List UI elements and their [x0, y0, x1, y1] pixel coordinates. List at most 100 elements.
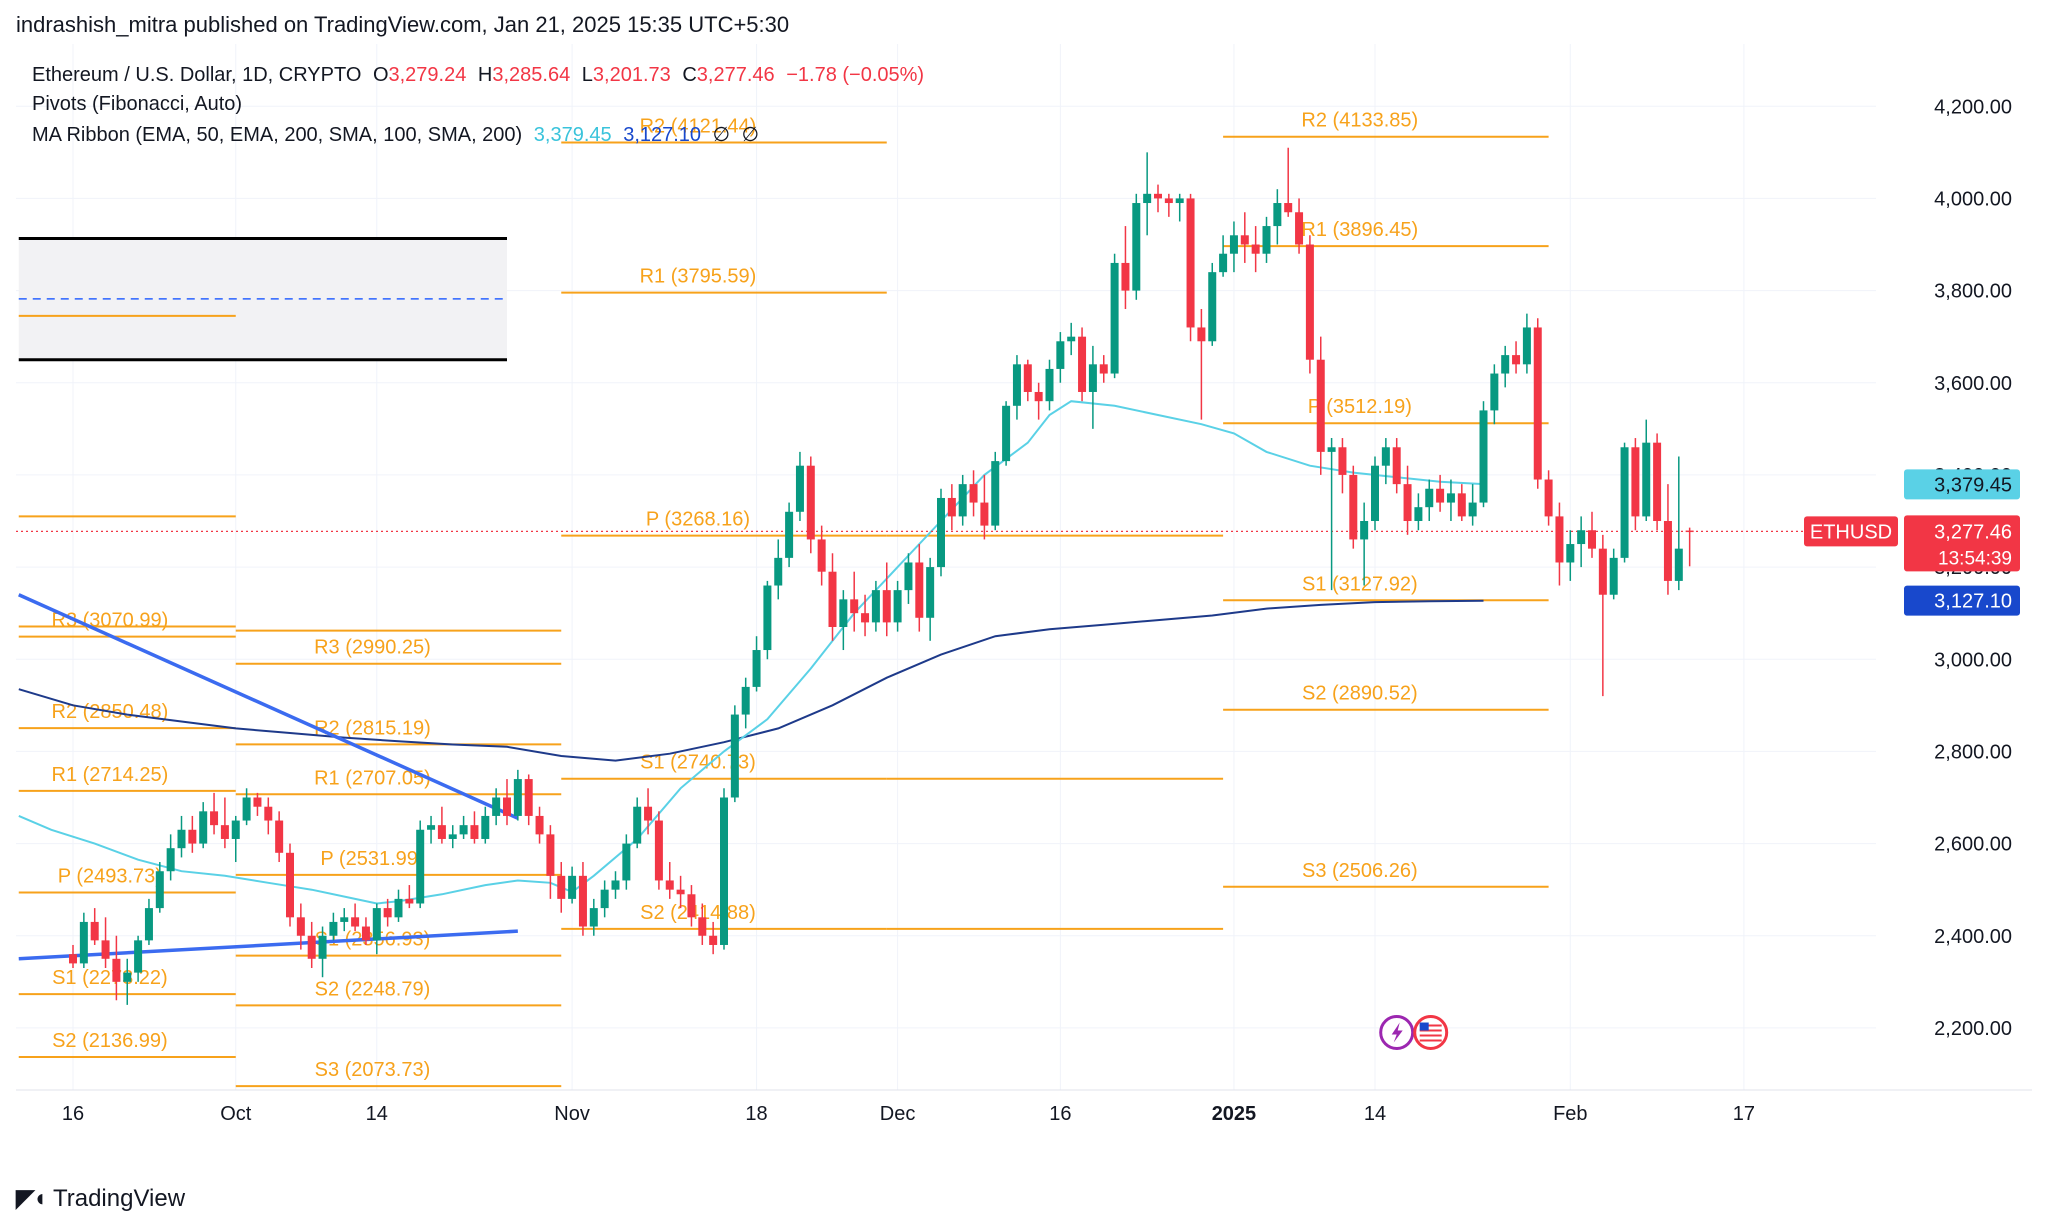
- candle-body: [1403, 484, 1412, 522]
- candle-body: [969, 484, 978, 503]
- candle-body: [644, 806, 653, 821]
- tradingview-brand-text[interactable]: TradingView: [52, 1184, 186, 1212]
- candle: [199, 802, 208, 849]
- candle: [1002, 401, 1011, 466]
- candle: [1208, 262, 1217, 346]
- candle-body: [600, 889, 609, 909]
- candle-body: [1056, 341, 1065, 369]
- candle: [405, 885, 414, 909]
- pivot-level-label: S2 (2890.52): [1302, 683, 1418, 705]
- candle: [806, 456, 815, 554]
- pivot-level-label: R2 (4133.85): [1301, 110, 1418, 132]
- candle: [144, 898, 153, 945]
- candle: [318, 926, 327, 978]
- candle: [589, 898, 598, 936]
- candle: [1132, 193, 1141, 300]
- candle-body: [785, 511, 794, 558]
- x-tick-label: Feb: [1553, 1103, 1587, 1125]
- candle-body: [1121, 262, 1130, 291]
- pivot-level-label: S1 (3127.92): [1302, 573, 1418, 595]
- candle-body: [524, 779, 533, 816]
- candle-body: [1219, 253, 1228, 273]
- candle: [90, 908, 99, 945]
- candle-body: [828, 571, 837, 627]
- symbol-legend-row[interactable]: Ethereum / U.S. Dollar, 1D, CRYPTO O3,27…: [32, 64, 930, 87]
- candle-body: [1088, 364, 1097, 392]
- candle-body: [1577, 530, 1586, 545]
- candle: [1034, 382, 1043, 420]
- candle-body: [1099, 364, 1108, 374]
- candle-body: [806, 465, 815, 540]
- candle: [535, 806, 544, 844]
- candle: [372, 903, 381, 955]
- candle: [850, 571, 859, 632]
- low-value: 3,201.73: [592, 64, 671, 86]
- candle: [861, 594, 870, 637]
- candle-body: [1349, 474, 1358, 540]
- candle-body: [1642, 442, 1651, 517]
- pivots-legend-row[interactable]: Pivots (Fibonacci, Auto): [32, 93, 248, 116]
- ma-ribbon-legend-row[interactable]: MA Ribbon (EMA, 50, EMA, 200, SMA, 100, …: [32, 122, 765, 147]
- x-tick-label: Oct: [220, 1103, 252, 1125]
- low-label: L: [581, 64, 593, 86]
- candle: [1197, 309, 1206, 420]
- candle: [1414, 493, 1423, 531]
- candle-body: [654, 820, 663, 881]
- candle: [1588, 511, 1596, 558]
- candle-body: [1381, 447, 1390, 466]
- candle-body: [568, 875, 577, 899]
- candle: [1468, 484, 1477, 526]
- candle-body: [665, 880, 674, 890]
- candle: [568, 866, 577, 904]
- candle: [1674, 456, 1683, 591]
- candle: [1088, 345, 1097, 429]
- candle: [253, 792, 262, 816]
- candle-body: [155, 871, 164, 909]
- ma-ribbon-indicator-title[interactable]: MA Ribbon (EMA, 50, EMA, 200, SMA, 100, …: [32, 124, 523, 146]
- y-tick-label: 2,200.00: [1934, 1018, 2012, 1040]
- candle-body: [720, 797, 728, 945]
- candle-body: [1164, 198, 1173, 204]
- candle: [1067, 322, 1076, 356]
- candle-body: [459, 825, 468, 835]
- candle: [101, 917, 110, 969]
- tradingview-logo-icon[interactable]: ◤◖: [16, 1185, 47, 1212]
- candle: [1154, 184, 1162, 213]
- ma-ribbon-value-1: 3,379.45: [533, 124, 612, 146]
- chart-area[interactable]: R3 (3070.99) R2 (2850.48) R1 (2714.25) P (2…: [16, 44, 2032, 1168]
- candle-body: [1425, 488, 1434, 508]
- candle: [665, 862, 674, 899]
- bar-countdown: 13:54:39: [1938, 548, 2012, 569]
- candle: [351, 903, 360, 932]
- candle: [1403, 465, 1412, 535]
- candle-body: [427, 825, 436, 830]
- candle: [687, 885, 696, 927]
- change-value: −1.78 (−0.05%): [786, 64, 925, 86]
- pivot-level-label: S2 (2136.99): [52, 1030, 168, 1052]
- candle: [448, 825, 457, 849]
- candle: [937, 488, 945, 577]
- close-value: 3,277.46: [696, 64, 775, 86]
- pivot-level-label: S1 (2740.73): [640, 752, 756, 774]
- candle: [1295, 198, 1304, 254]
- candle-body: [1566, 544, 1575, 563]
- candle: [795, 451, 804, 522]
- symbol-title[interactable]: Ethereum / U.S. Dollar, 1D, CRYPTO: [32, 64, 362, 86]
- footer-branding[interactable]: ◤◖ TradingView: [16, 1184, 185, 1213]
- y-tick-label: 2,800.00: [1934, 741, 2012, 763]
- candle-body: [1023, 364, 1032, 392]
- us-flag-canton: [1419, 1022, 1429, 1031]
- candle: [1490, 364, 1499, 425]
- candle: [1186, 193, 1195, 342]
- candle-body: [1295, 212, 1304, 245]
- trendline: [18, 593, 519, 820]
- candle: [980, 474, 989, 540]
- candle: [503, 779, 511, 826]
- pivots-indicator-title[interactable]: Pivots (Fibonacci, Auto): [32, 93, 243, 115]
- candle: [188, 815, 197, 853]
- price-chart[interactable]: R3 (3070.99)R2 (2850.48)R1 (2714.25)P (2…: [16, 44, 2032, 1168]
- pivot-level-label: P (2531.99): [320, 848, 424, 870]
- candle: [513, 769, 522, 821]
- candle: [1229, 221, 1238, 273]
- candle: [839, 590, 848, 651]
